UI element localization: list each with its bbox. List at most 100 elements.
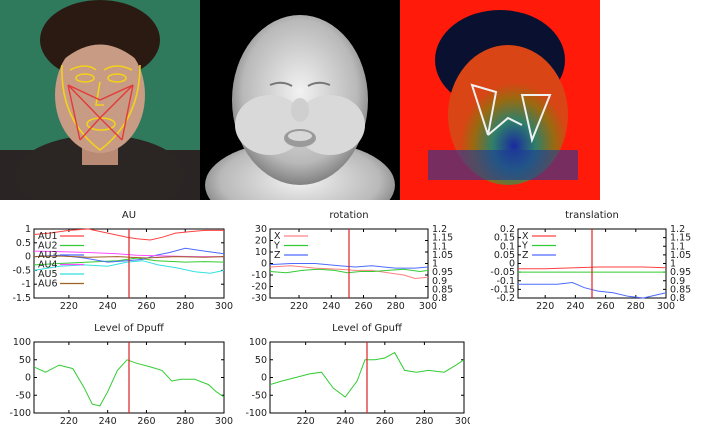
x-tick-label: 240 [566, 301, 584, 312]
series-line-0 [269, 351, 465, 398]
chart-title: Level of Gpuff [332, 323, 403, 334]
chart-title: AU [122, 210, 136, 221]
x-tick-label: 260 [137, 301, 155, 312]
y-tick-label: -0.15 [490, 284, 515, 295]
y-tick-label: 30 [255, 224, 267, 235]
x-tick-label: 300 [657, 301, 675, 312]
legend-label: Y [521, 241, 528, 252]
dpuff-chart: Level of Dpuff 100 50 0 -50 -100 220 240 260 280 3… [0, 318, 240, 430]
y2-tick-label: 1.2 [432, 224, 447, 235]
series-line-0 [33, 359, 225, 407]
y2-tick-label: 0.95 [670, 267, 691, 278]
x-tick-label: 300 [419, 301, 437, 312]
y-tick-label: 100 [249, 337, 267, 348]
y-tick-label: -50 [251, 390, 267, 401]
x-tick-label: 260 [597, 301, 615, 312]
series-line-z [269, 263, 429, 269]
x-tick-label: 280 [176, 416, 194, 427]
y-tick-label: -20 [251, 282, 267, 293]
x-tick-label: 260 [354, 301, 372, 312]
y2-tick-label: 0.9 [432, 276, 447, 287]
legend-label: Z [274, 250, 281, 261]
y-tick-label: -1 [22, 279, 31, 290]
gpuff-chart: Level of Gpuff 100 50 0 -50 -100 220 240 260 280 3… [238, 318, 470, 430]
y-tick-label: -10 [251, 270, 267, 281]
y-tick-label: -0.5 [12, 265, 31, 276]
avatar-render-panel [200, 0, 400, 200]
y2-tick-label: 0.95 [432, 267, 453, 278]
y-tick-label: 1 [25, 224, 31, 235]
y2-tick-label: 1.1 [670, 241, 685, 252]
y-tick-label: -0.2 [496, 293, 515, 304]
au-chart: AU 1 0.5 0 -0.5 -1 -1.5 220 240 260 280 300 AU1 AU2 AU… [0, 205, 240, 315]
x-tick-label: 260 [376, 416, 394, 427]
legend-label: AU6 [38, 279, 58, 290]
x-tick-label: 220 [297, 416, 315, 427]
y2-tick-label: 1 [670, 259, 676, 270]
x-tick-label: 220 [60, 416, 78, 427]
series-line-x [269, 265, 429, 280]
rotation-chart-svg: rotation3020100-10-20-301.21.151.11.0510… [251, 210, 453, 312]
translation-chart-svg: translation 0.20.150.10.050-0.05-0.1-0.15… [490, 210, 691, 312]
x-tick-label: 220 [536, 301, 554, 312]
y2-tick-label: 0.8 [432, 293, 447, 304]
avatar-render-image [200, 0, 400, 200]
y2-tick-label: 1.2 [670, 224, 685, 235]
y2-tick-label: 1.05 [432, 250, 453, 261]
translation-chart: translation 0.2 0.15 0.1 0.05 0 -0.05 -0.1 -0.15… [476, 205, 720, 315]
legend-label: AU2 [38, 241, 58, 252]
y-tick-label: -100 [245, 408, 267, 419]
x-tick-label: 280 [387, 301, 405, 312]
legend-label: X [274, 231, 281, 242]
x-tick-label: 280 [627, 301, 645, 312]
x-tick-label: 300 [455, 416, 470, 427]
y-tick-label: 0 [25, 252, 31, 263]
y-tick-label: 0 [261, 373, 267, 384]
series-line-x [518, 266, 667, 270]
series-line-au5 [33, 260, 225, 274]
y-tick-label: 50 [255, 355, 267, 366]
legend-label: AU4 [38, 260, 58, 271]
face-camera-panel [0, 0, 200, 200]
y-tick-label: -30 [251, 293, 267, 304]
legend-label: AU3 [38, 250, 58, 261]
y-tick-label: 0.5 [16, 238, 31, 249]
y-tick-label: -100 [9, 408, 31, 419]
y-tick-label: 10 [255, 247, 267, 258]
legend-label: X [522, 231, 529, 242]
y-tick-label: 0.05 [494, 250, 515, 261]
y-tick-label: 0.1 [500, 241, 515, 252]
x-tick-label: 240 [336, 416, 354, 427]
y-tick-label: 0 [25, 373, 31, 384]
legend-label: AU5 [38, 269, 58, 280]
gpuff-chart-svg: Level of Gpuff 100 50 0 -50 -100 220 240 260 280 3… [245, 323, 470, 427]
x-tick-label: 280 [415, 416, 433, 427]
y2-tick-label: 0.85 [432, 284, 453, 295]
series-line-au6 [33, 255, 225, 259]
y-tick-label: 0.2 [500, 224, 515, 235]
series-line-au1 [33, 228, 224, 241]
depth-map-panel [400, 0, 600, 200]
y-tick-label: 20 [255, 236, 267, 247]
chart-title: rotation [329, 210, 368, 221]
y2-tick-label: 0.9 [670, 276, 685, 287]
legend-label: Y [273, 241, 280, 252]
y2-tick-label: 1 [432, 259, 438, 270]
x-tick-label: 220 [60, 301, 78, 312]
legend-label: AU1 [38, 231, 58, 242]
y-tick-label: 100 [13, 337, 31, 348]
x-tick-label: 260 [137, 416, 155, 427]
y-tick-label: -0.05 [490, 267, 515, 278]
y2-tick-label: 1.15 [670, 233, 691, 244]
x-tick-label: 240 [99, 301, 117, 312]
x-tick-label: 280 [176, 301, 194, 312]
y2-tick-label: 1.15 [432, 233, 453, 244]
y2-tick-label: 1.05 [670, 250, 691, 261]
rotation-chart: rotation 30 20 10 0 -10 -20 -30 1.2 1.15 1.1 1.05 1 0… [238, 205, 470, 315]
legend-label: Z [522, 250, 529, 261]
chart-title: Level of Dpuff [94, 323, 165, 334]
x-tick-label: 300 [215, 301, 233, 312]
y-tick-label: 0 [261, 259, 267, 270]
y-tick-label: -1.5 [12, 293, 31, 304]
